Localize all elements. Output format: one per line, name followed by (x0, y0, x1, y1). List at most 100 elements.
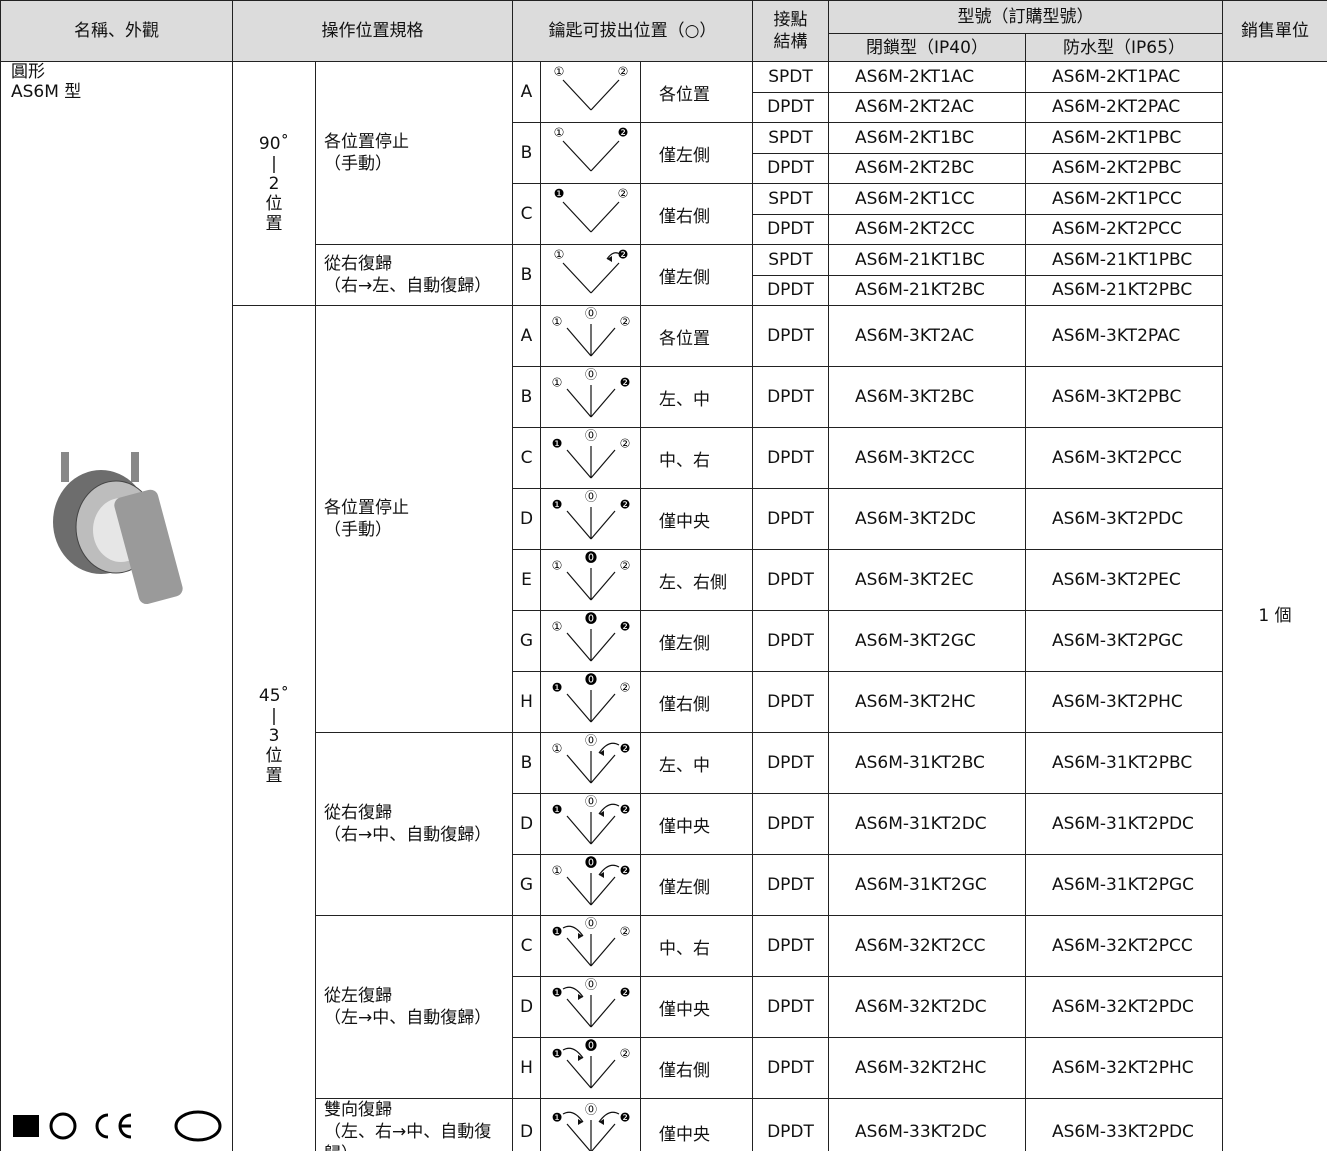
operation-text: 各位置停止 (324, 498, 409, 518)
arrow-head (599, 1119, 604, 1125)
key-diagram: ① ⓪ ❷ (552, 734, 630, 784)
key-letter: H (512, 1037, 541, 1099)
model-waterproof: AS6M-3KT2PBC (1025, 366, 1223, 428)
position-mark: ❷ (620, 376, 631, 390)
model-waterproof: AS6M-3KT2PDC (1025, 488, 1223, 550)
arrow-head (578, 994, 583, 1000)
model-locked: AS6M-3KT2GC (828, 610, 1026, 672)
model-waterproof: AS6M-3KT2PHC (1025, 671, 1223, 733)
contact-type: DPDT (752, 854, 829, 916)
key-diagram: ① ⓪ ❷ (552, 368, 631, 418)
table-row: D ❶ ⓪ ❷ 僅中央 DPDT AS6M-32KT2DC AS6M-32KT2PDC (1, 976, 1327, 1038)
position-mark: ⓿ (585, 856, 597, 870)
contact-type: DPDT (752, 915, 829, 977)
model-locked: AS6M-32KT2HC (828, 1037, 1026, 1099)
diagram-line (590, 327, 616, 357)
key-diagram: ① ⓿ ❷ (552, 856, 630, 906)
diagram-line (566, 510, 592, 540)
release-position: 中、右 (640, 427, 753, 489)
return-arrow (562, 925, 584, 937)
key-diagram: ① ⓪ ② (552, 307, 630, 357)
model-locked: AS6M-31KT2DC (828, 793, 1026, 855)
model-locked: AS6M-2KT1BC (828, 122, 1026, 154)
diagram-line (566, 327, 592, 357)
position-mark: ❷ (618, 126, 629, 140)
release-position: 僅中央 (640, 793, 753, 855)
position-mark: ⓪ (585, 978, 597, 992)
header-cell: 閉鎖型（IP40） (828, 33, 1026, 62)
model-waterproof: AS6M-31KT2PGC (1025, 854, 1223, 916)
operation-text: （右→左、自動復歸） (324, 276, 492, 296)
position-mark: ❶ (552, 803, 563, 817)
table-row: 圓形 AS6M 型 90˚ | 2 位置各位置停止 （手動） A ① ② 各位置 SPDT AS6M-2… (0, 61, 1327, 1151)
release-position: 左、中 (640, 732, 753, 794)
position-mark: ① (552, 315, 563, 329)
position-mark: ⓪ (585, 307, 597, 321)
release-position: 僅左側 (640, 244, 753, 306)
header-text: 結構 (773, 32, 808, 52)
operation-cell: 從左復歸 （左→中、自動復歸） (315, 915, 513, 1099)
model-locked: AS6M-2KT2AC (828, 91, 1026, 123)
header-cell: 操作位置規格 (232, 0, 513, 62)
operation-cell: 各位置停止 （手動） (315, 61, 513, 245)
release-position: 左、右側 (640, 549, 753, 611)
model-waterproof: AS6M-2KT2PBC (1025, 152, 1223, 184)
position-mark: ⓪ (585, 490, 597, 504)
contact-type: DPDT (752, 732, 829, 794)
diagram-line (566, 937, 592, 967)
diagram-line (590, 937, 616, 967)
key-letter: E (512, 549, 541, 611)
operation-text: 從右復歸 (324, 254, 392, 274)
key-letter: G (512, 854, 541, 916)
diagram-cell: ❶ ⓪ ❷ (540, 488, 641, 550)
release-position: 僅左側 (640, 854, 753, 916)
model-locked: AS6M-3KT2HC (828, 671, 1026, 733)
key-letter: A (512, 305, 541, 367)
operation-text: （左→中、自動復歸） (324, 1008, 492, 1028)
table-row: D ❶ ⓪ ❷ 僅中央 DPDT AS6M-3KT2DC AS6M-3KT2PDC (1, 488, 1327, 550)
position-mark: ② (618, 187, 629, 201)
photo-shape (61, 452, 69, 482)
key-letter: C (512, 427, 541, 489)
release-position: 各位置 (640, 305, 753, 367)
table-row: 從左復歸 （左→中、自動復歸） C ❶ ⓪ ② 中、右 DPDT AS6M-32KT2CC AS6… (1, 915, 1327, 1099)
release-position: 各位置 (640, 61, 753, 123)
contact-type: SPDT (752, 122, 829, 154)
contact-type: DPDT (752, 549, 829, 611)
angle-text: 2 (268, 173, 280, 194)
position-mark: ❶ (552, 681, 563, 695)
operation-text: 雙向復歸 (324, 1100, 392, 1120)
contact-type: DPDT (752, 152, 829, 184)
return-arrow (598, 742, 620, 754)
contact-type: DPDT (752, 793, 829, 855)
angle-text: | (271, 153, 277, 174)
model-waterproof: AS6M-21KT2PBC (1025, 274, 1223, 306)
position-mark: ② (620, 925, 631, 939)
position-mark: ❷ (618, 248, 629, 262)
diagram-line (562, 79, 592, 111)
model-locked: AS6M-3KT2BC (828, 366, 1026, 428)
diagram-line (566, 1123, 591, 1151)
return-arrow (598, 803, 620, 815)
diagram-cell: ① ⓿ ❷ (540, 854, 641, 916)
key-diagram: ❶ ⓪ ② (552, 429, 630, 479)
operation-cell: 雙向復歸（左、右→中、自動復歸） (315, 1098, 513, 1151)
contact-type: DPDT (752, 610, 829, 672)
model-locked: AS6M-33KT2DC (828, 1098, 1026, 1151)
contact-type: DPDT (752, 305, 829, 367)
position-mark: ② (618, 65, 629, 79)
diagram-line (566, 754, 592, 784)
contact-type: DPDT (752, 976, 829, 1038)
diagram-line (590, 79, 620, 111)
angle-text: 位 (265, 745, 283, 766)
position-mark: ❶ (552, 925, 563, 939)
model-locked: AS6M-3KT2AC (828, 305, 1026, 367)
diagram-line (590, 510, 616, 540)
angle-text: 置 (265, 765, 283, 786)
position-mark: ① (552, 742, 563, 756)
diagram-line (566, 815, 592, 845)
position-mark: ⓿ (585, 612, 597, 626)
contact-type: DPDT (752, 488, 829, 550)
